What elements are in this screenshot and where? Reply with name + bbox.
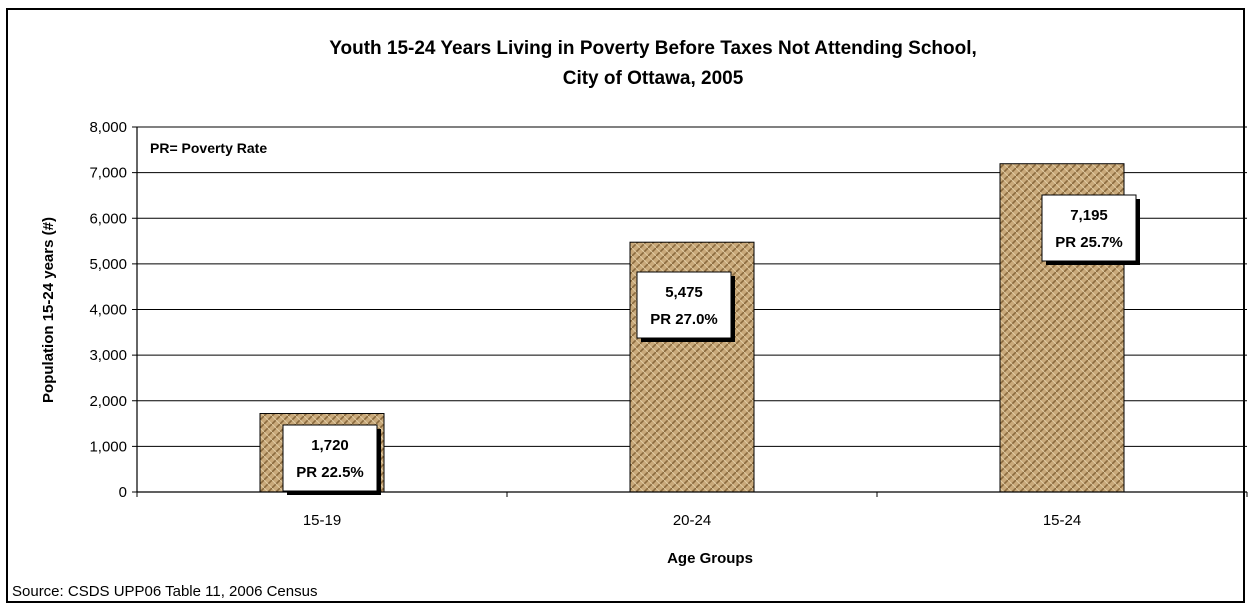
x-tick-label: 15-24 [1043,512,1081,529]
data-label-value: 5,475 [665,284,703,301]
source-note: Source: CSDS UPP06 Table 11, 2006 Census [12,583,318,600]
x-tick-label: 15-19 [303,512,341,529]
y-tick-label: 0 [119,484,127,501]
y-tick-label: 8,000 [89,119,127,136]
data-label-box: 5,475 PR 27.0% [636,271,735,342]
data-label-value: 1,720 [311,437,349,454]
x-tick-labels: 15-19 20-24 15-24 [303,512,1081,529]
data-label-rate: PR 22.5% [296,464,364,481]
data-labels: 1,720 PR 22.5% 5,475 PR 27.0% 7,195 PR 25.7% [282,194,1140,495]
y-tick-label: 6,000 [89,210,127,227]
data-label-rate: PR 25.7% [1055,234,1123,251]
y-tick-label: 7,000 [89,165,127,182]
y-tick-label: 3,000 [89,347,127,364]
data-label-rate: PR 27.0% [650,311,718,328]
data-label-background [1041,194,1137,262]
x-tick-label: 20-24 [673,512,711,529]
data-label-background [282,424,378,492]
y-tick-label: 2,000 [89,393,127,410]
data-label-box: 1,720 PR 22.5% [282,424,381,495]
chart-title-line: City of Ottawa, 2005 [563,68,744,89]
x-axis-title: Age Groups [667,550,753,567]
data-label-background [636,271,732,339]
y-tick-label: 4,000 [89,302,127,319]
y-tick-labels: 0 1,000 2,000 3,000 4,000 5,000 6,000 7,000 8,00… [89,119,127,501]
data-label-value: 7,195 [1070,207,1108,224]
y-axis-title: Population 15-24 years (#) [40,217,57,403]
y-tick-label: 1,000 [89,438,127,455]
chart-title-line: Youth 15-24 Years Living in Poverty Befo… [329,38,977,59]
legend-note: PR= Poverty Rate [150,140,267,156]
data-label-box: 7,195 PR 25.7% [1041,194,1140,265]
y-tick-label: 5,000 [89,256,127,273]
chart-title: Youth 15-24 Years Living in Poverty Befo… [329,38,977,89]
